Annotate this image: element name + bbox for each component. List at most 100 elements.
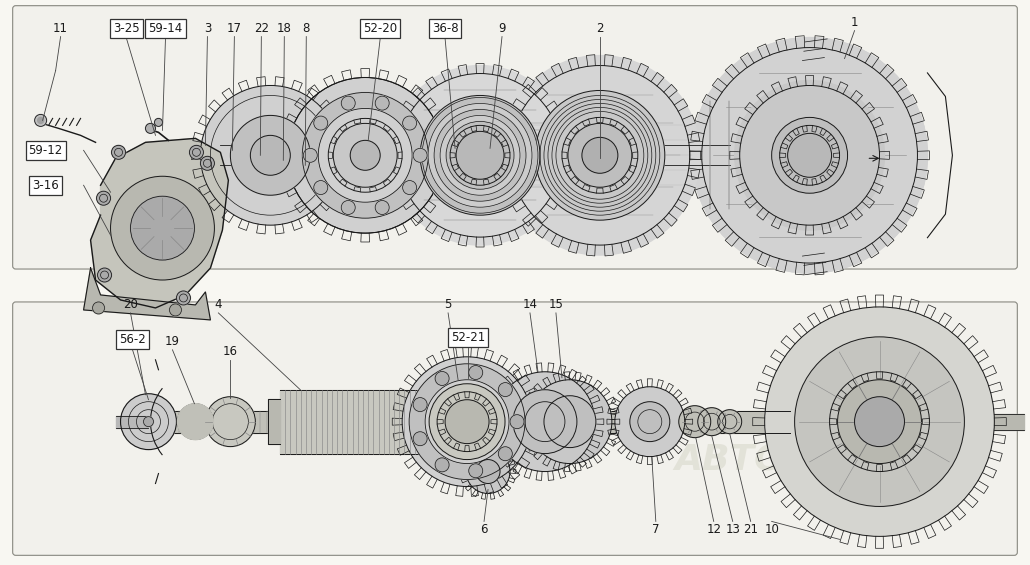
Circle shape xyxy=(788,133,831,177)
Circle shape xyxy=(121,394,176,450)
Text: 56-2: 56-2 xyxy=(119,333,146,346)
Text: 17: 17 xyxy=(227,22,242,35)
Text: 3-25: 3-25 xyxy=(113,22,140,35)
Circle shape xyxy=(314,116,328,130)
Circle shape xyxy=(476,459,500,484)
Circle shape xyxy=(771,118,848,193)
Text: 22: 22 xyxy=(253,22,269,35)
Circle shape xyxy=(718,410,742,433)
Circle shape xyxy=(440,115,520,195)
Circle shape xyxy=(495,372,595,472)
Text: 15: 15 xyxy=(549,298,563,311)
Text: 59-14: 59-14 xyxy=(148,22,182,35)
Text: 10: 10 xyxy=(764,523,779,536)
Circle shape xyxy=(190,145,203,159)
Circle shape xyxy=(679,406,711,438)
Circle shape xyxy=(93,302,105,314)
Text: 59-12: 59-12 xyxy=(29,144,63,157)
Circle shape xyxy=(314,181,328,194)
Text: 5: 5 xyxy=(444,298,452,311)
Circle shape xyxy=(145,123,156,133)
Circle shape xyxy=(250,136,290,175)
Circle shape xyxy=(535,90,664,220)
Circle shape xyxy=(446,121,514,189)
Circle shape xyxy=(390,66,570,245)
Circle shape xyxy=(303,149,317,162)
Text: 21: 21 xyxy=(744,523,758,536)
Circle shape xyxy=(375,96,389,110)
Polygon shape xyxy=(83,268,210,320)
Circle shape xyxy=(287,77,443,233)
Circle shape xyxy=(615,387,685,457)
Circle shape xyxy=(855,397,904,446)
Text: 7: 7 xyxy=(652,523,659,536)
Circle shape xyxy=(734,80,885,230)
Circle shape xyxy=(375,201,389,215)
Text: 1: 1 xyxy=(851,16,858,29)
Text: 3-16: 3-16 xyxy=(32,179,59,192)
Circle shape xyxy=(143,416,153,427)
Circle shape xyxy=(469,464,483,478)
Circle shape xyxy=(111,145,126,159)
Circle shape xyxy=(350,140,380,170)
Circle shape xyxy=(177,404,213,440)
Circle shape xyxy=(456,132,504,179)
Circle shape xyxy=(302,93,428,218)
Circle shape xyxy=(403,116,416,130)
Circle shape xyxy=(110,176,214,280)
Circle shape xyxy=(428,103,531,207)
Polygon shape xyxy=(91,138,229,308)
Text: 11: 11 xyxy=(54,22,68,35)
Circle shape xyxy=(413,432,427,446)
Circle shape xyxy=(413,398,427,411)
Circle shape xyxy=(201,157,214,170)
Circle shape xyxy=(445,399,489,444)
Circle shape xyxy=(513,390,577,454)
Circle shape xyxy=(409,364,525,480)
Text: 19: 19 xyxy=(165,336,180,349)
Text: 6: 6 xyxy=(480,523,488,536)
Circle shape xyxy=(764,307,994,536)
Text: 9: 9 xyxy=(499,22,506,35)
Text: 36-8: 36-8 xyxy=(432,22,458,35)
Circle shape xyxy=(469,366,483,380)
Circle shape xyxy=(544,396,596,447)
Circle shape xyxy=(692,38,927,273)
Circle shape xyxy=(201,85,340,225)
FancyBboxPatch shape xyxy=(12,302,1018,555)
Circle shape xyxy=(499,447,512,460)
Circle shape xyxy=(510,415,524,429)
Text: 13: 13 xyxy=(725,523,741,536)
Text: 14: 14 xyxy=(522,298,538,311)
Circle shape xyxy=(35,115,46,127)
Circle shape xyxy=(568,123,631,187)
Text: 16: 16 xyxy=(222,345,238,358)
Circle shape xyxy=(413,149,427,162)
Circle shape xyxy=(499,383,512,397)
Circle shape xyxy=(430,384,505,459)
Circle shape xyxy=(435,458,449,472)
Circle shape xyxy=(334,123,398,187)
Circle shape xyxy=(692,38,927,273)
Circle shape xyxy=(231,115,310,195)
Text: 52-21: 52-21 xyxy=(451,331,485,344)
Circle shape xyxy=(435,371,449,385)
Circle shape xyxy=(38,118,43,123)
Circle shape xyxy=(187,414,203,429)
Circle shape xyxy=(466,450,510,493)
Circle shape xyxy=(341,96,355,110)
Circle shape xyxy=(154,119,163,127)
Circle shape xyxy=(422,97,538,213)
Circle shape xyxy=(318,108,412,202)
Text: 18: 18 xyxy=(277,22,291,35)
Circle shape xyxy=(629,402,670,442)
Circle shape xyxy=(176,291,191,305)
Circle shape xyxy=(420,95,540,215)
Circle shape xyxy=(182,408,208,434)
Circle shape xyxy=(425,380,509,463)
Circle shape xyxy=(434,110,526,201)
Circle shape xyxy=(98,268,111,282)
Circle shape xyxy=(500,55,699,255)
Circle shape xyxy=(205,397,255,446)
Circle shape xyxy=(341,201,355,215)
